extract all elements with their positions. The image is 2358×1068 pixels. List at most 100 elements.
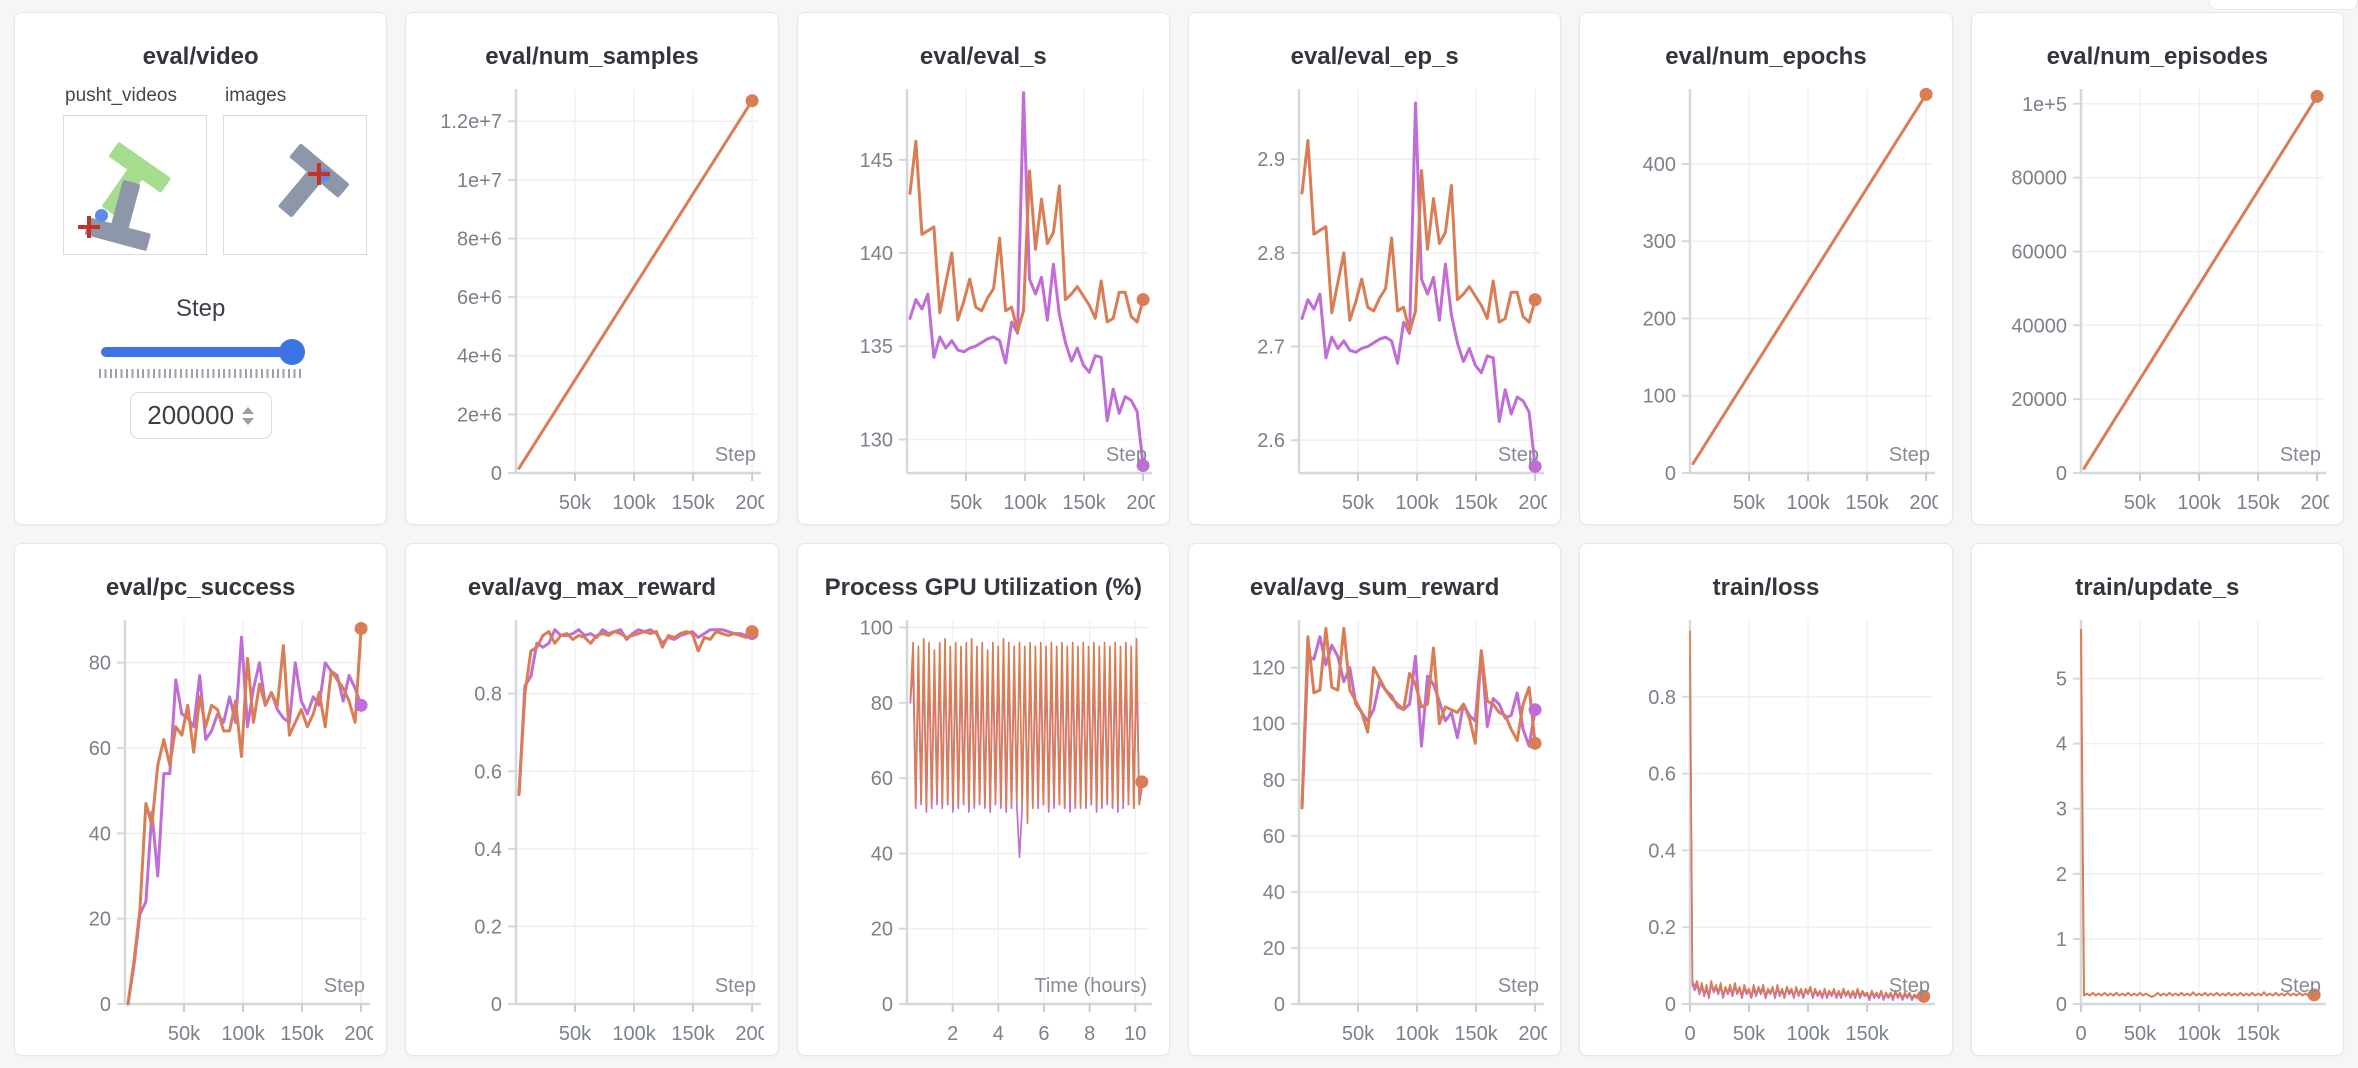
svg-text:50k: 50k <box>950 492 983 514</box>
chart-eval-eval-s[interactable]: 130 135 140 145 50k 100k 150k 200 Step <box>811 75 1155 525</box>
svg-text:60: 60 <box>88 738 110 760</box>
chart-eval-avg-sum-reward[interactable]: 0 20 40 60 80 100 120 50k 100k 150k 200 Step <box>1203 606 1547 1056</box>
svg-text:4e+6: 4e+6 <box>457 346 502 368</box>
svg-text:100k: 100k <box>2178 1023 2222 1045</box>
svg-text:150k: 150k <box>1845 492 1889 514</box>
svg-text:200: 200 <box>2301 492 2330 514</box>
svg-text:100k: 100k <box>612 492 656 514</box>
svg-text:40: 40 <box>88 823 110 845</box>
svg-text:20000: 20000 <box>2012 389 2068 411</box>
svg-text:0.4: 0.4 <box>1648 840 1676 862</box>
svg-text:200: 200 <box>735 492 764 514</box>
svg-text:140: 140 <box>860 243 893 265</box>
chart-train-update-s[interactable]: 0 1 2 3 4 5 0 50k 100k 150k Step <box>1985 606 2329 1056</box>
panel-title: eval/video <box>142 43 259 70</box>
svg-text:60: 60 <box>871 768 893 790</box>
media-row: pusht_videos images <box>63 85 374 255</box>
chart-eval-eval-ep-s[interactable]: 2.6 2.7 2.8 2.9 50k 100k 150k 200 Step <box>1203 75 1547 525</box>
svg-text:60: 60 <box>1262 826 1284 848</box>
chart-train-loss[interactable]: 0 0.2 0.4 0.6 0.8 0 50k 100k 150k Step <box>1594 606 1938 1056</box>
svg-text:150k: 150k <box>1845 1023 1889 1045</box>
svg-text:6: 6 <box>1039 1023 1050 1045</box>
stepper-up-icon[interactable] <box>242 406 255 414</box>
step-value[interactable]: 200000 <box>147 400 235 430</box>
step-number-input[interactable]: 200000 <box>129 392 272 439</box>
svg-text:Step: Step <box>715 444 756 466</box>
svg-text:2: 2 <box>947 1023 958 1045</box>
svg-text:100k: 100k <box>1786 1023 1830 1045</box>
chart-title: eval/eval_s <box>919 43 1047 70</box>
gray-t-shape <box>258 143 350 235</box>
step-slider[interactable] <box>100 339 305 365</box>
svg-text:300: 300 <box>1643 231 1676 253</box>
svg-text:150k: 150k <box>671 492 715 514</box>
svg-text:80: 80 <box>1262 770 1284 792</box>
images-thumbnail[interactable] <box>223 115 367 255</box>
chart-eval-pc-success[interactable]: 0 20 40 60 80 50k 100k 150k 200 Step <box>29 606 373 1056</box>
svg-text:4: 4 <box>993 1023 1004 1045</box>
svg-text:8: 8 <box>1084 1023 1095 1045</box>
chart-eval-num-samples[interactable]: 0 2e+6 4e+6 6e+6 8e+6 1e+7 1.2e+7 50k 100k 150k 20… <box>420 75 764 525</box>
svg-text:0: 0 <box>1684 1023 1695 1045</box>
chart-eval-num-episodes[interactable]: 0 20000 40000 60000 80000 1e+5 50k 100k 150k 200 S… <box>1985 75 2329 525</box>
slider-track[interactable] <box>100 347 301 357</box>
chart-eval-avg-max-reward[interactable]: 0 0.2 0.4 0.6 0.8 50k 100k 150k 200 Step <box>420 606 764 1056</box>
top-right-panel-edge <box>2209 0 2358 10</box>
panel-train-loss: train/loss 0 0.2 0.4 0.6 0.8 0 50k 100k 150k Step <box>1579 543 1953 1056</box>
target-cross-icon <box>78 216 100 238</box>
svg-text:0: 0 <box>491 994 502 1016</box>
chart-title: train/update_s <box>2075 574 2240 601</box>
chart-title: eval/avg_sum_reward <box>1249 574 1500 601</box>
media-figure-pusht-videos: pusht_videos <box>63 85 207 255</box>
slider-thumb[interactable] <box>278 339 305 365</box>
panel-eval-num-episodes: eval/num_episodes 0 20000 40000 60000 80000 1… <box>1970 12 2344 525</box>
svg-text:200: 200 <box>1909 492 1938 514</box>
svg-text:2.9: 2.9 <box>1257 149 1285 171</box>
svg-text:200: 200 <box>344 1023 373 1045</box>
svg-text:0: 0 <box>882 994 893 1016</box>
svg-text:20: 20 <box>88 909 110 931</box>
stepper-down-icon[interactable] <box>242 417 255 425</box>
svg-text:0.8: 0.8 <box>474 684 502 706</box>
svg-text:Step: Step <box>1889 444 1930 466</box>
svg-text:2.7: 2.7 <box>1257 337 1285 359</box>
panel-train-update-s: train/update_s 0 1 2 3 4 5 0 50k 100k 150k Step <box>1970 543 2344 1056</box>
panel-eval-eval-s: eval/eval_s 130 135 140 145 50k 100k 150k 200 St… <box>796 12 1170 525</box>
panel-gpu-utilization: Process GPU Utilization (%) 0 20 40 60 80 100… <box>796 543 1170 1056</box>
svg-text:100k: 100k <box>1395 1023 1439 1045</box>
pusht-video-thumbnail[interactable] <box>63 115 207 255</box>
svg-text:150k: 150k <box>2237 492 2281 514</box>
panel-eval-num-samples: eval/num_samples 0 2e+6 4e+6 6e+6 8e+6 1e+7 1.… <box>405 12 779 525</box>
svg-text:0: 0 <box>2076 1023 2087 1045</box>
step-slider-label: Step <box>175 295 226 322</box>
chart-title: eval/num_epochs <box>1665 43 1867 70</box>
svg-text:0: 0 <box>1274 994 1285 1016</box>
svg-text:3: 3 <box>2056 799 2067 821</box>
chart-title: eval/eval_ep_s <box>1290 43 1459 70</box>
svg-text:50k: 50k <box>2124 1023 2157 1045</box>
svg-text:50k: 50k <box>559 492 592 514</box>
svg-text:400: 400 <box>1643 154 1676 176</box>
svg-text:50k: 50k <box>1342 1023 1375 1045</box>
svg-text:0: 0 <box>491 463 502 485</box>
panel-eval-eval-ep-s: eval/eval_ep_s 2.6 2.7 2.8 2.9 50k 100k 150k 20… <box>1188 12 1562 525</box>
svg-text:50k: 50k <box>2124 492 2157 514</box>
svg-text:0.6: 0.6 <box>1648 764 1676 786</box>
svg-text:Step: Step <box>1106 444 1147 466</box>
svg-text:100k: 100k <box>1004 492 1048 514</box>
panel-eval-pc-success: eval/pc_success 0 20 40 60 80 50k 100k 150k 200 S… <box>14 543 388 1056</box>
svg-text:150k: 150k <box>671 1023 715 1045</box>
chart-eval-num-epochs[interactable]: 0 100 200 300 400 50k 100k 150k 200 Step <box>1594 75 1938 525</box>
svg-text:Time (hours): Time (hours) <box>1035 975 1148 997</box>
chart-gpu-utilization[interactable]: 0 20 40 60 80 100 2 4 6 8 10 Time (hours) <box>811 606 1155 1056</box>
chart-title: eval/num_samples <box>485 43 699 70</box>
svg-text:1e+7: 1e+7 <box>457 170 502 192</box>
media-label: images <box>225 85 287 106</box>
svg-text:100: 100 <box>1643 386 1676 408</box>
agent-dot <box>95 209 108 222</box>
svg-text:40: 40 <box>1262 882 1284 904</box>
panel-eval-num-epochs: eval/num_epochs 0 100 200 300 400 50k 100k 150k… <box>1579 12 1953 525</box>
svg-text:100: 100 <box>860 618 893 640</box>
svg-text:100k: 100k <box>1786 492 1830 514</box>
